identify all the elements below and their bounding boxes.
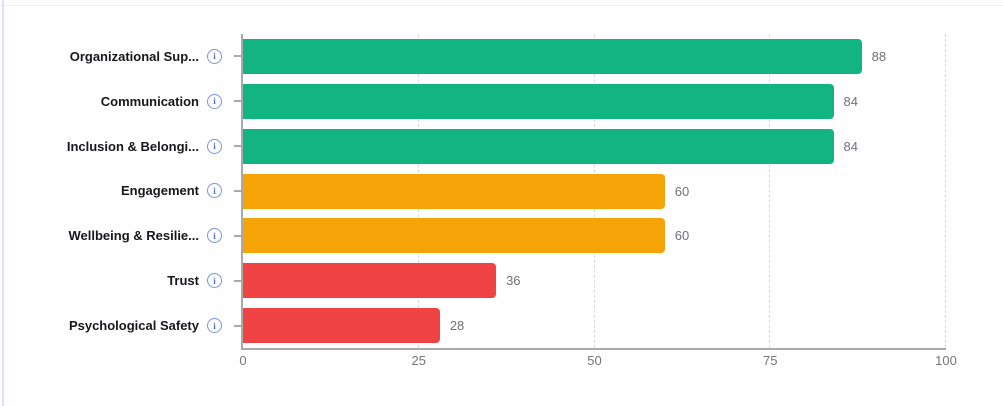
value-label-3: 84 xyxy=(843,138,858,154)
value-label-5: 60 xyxy=(674,228,690,244)
gridline-75 xyxy=(769,34,771,348)
category-row-2: Communication i xyxy=(0,79,222,124)
bar-1[interactable] xyxy=(243,38,862,74)
value-label-1: 88 xyxy=(871,48,887,64)
category-label: Psychological Safety xyxy=(68,318,199,334)
category-tick-7 xyxy=(234,324,241,327)
left-divider xyxy=(2,0,4,406)
category-label: Inclusion & Belongi... xyxy=(66,138,199,154)
bar-7[interactable] xyxy=(243,308,440,344)
category-row-6: Trust i xyxy=(0,258,222,303)
x-tick-label-0: 0 xyxy=(239,353,247,368)
info-icon[interactable]: i xyxy=(207,93,222,109)
x-tick-label-50: 50 xyxy=(587,353,602,368)
bar-5[interactable] xyxy=(243,218,665,254)
top-divider xyxy=(0,5,1003,6)
value-label-2: 84 xyxy=(843,93,858,109)
category-tick-6 xyxy=(234,279,241,282)
info-icon[interactable]: i xyxy=(207,48,222,64)
category-row-3: Inclusion & Belongi... i xyxy=(0,124,222,169)
info-icon[interactable]: i xyxy=(207,228,222,244)
category-tick-5 xyxy=(234,234,241,237)
category-label: Engagement xyxy=(120,183,199,199)
category-row-1: Organizational Sup... i xyxy=(0,34,222,79)
info-icon[interactable]: i xyxy=(207,273,222,289)
bar-4[interactable] xyxy=(243,173,665,209)
category-row-5: Wellbeing & Resilie... i xyxy=(0,213,222,258)
value-label-4: 60 xyxy=(674,183,690,199)
bar-2[interactable] xyxy=(243,83,834,119)
gridline-100 xyxy=(945,34,946,348)
category-tick-4 xyxy=(234,190,241,192)
info-icon[interactable]: i xyxy=(207,318,222,334)
category-tick-2 xyxy=(234,100,241,103)
category-row-7: Psychological Safety i xyxy=(0,303,222,348)
category-label: Communication xyxy=(100,93,199,109)
info-icon[interactable]: i xyxy=(207,138,222,154)
bar-6[interactable] xyxy=(243,263,497,299)
x-tick-label-75: 75 xyxy=(763,353,778,368)
category-label: Trust xyxy=(167,273,199,289)
category-tick-1 xyxy=(234,55,241,58)
category-row-4: Engagement i xyxy=(0,169,222,214)
value-label-7: 28 xyxy=(449,318,465,334)
info-icon[interactable]: i xyxy=(207,183,222,199)
bar-3[interactable] xyxy=(243,128,834,164)
category-label: Wellbeing & Resilie... xyxy=(68,228,199,244)
x-tick-label-100: 100 xyxy=(935,353,957,368)
category-tick-3 xyxy=(234,145,241,148)
plot-area: 88 84 84 60 60 36 28 xyxy=(241,34,946,350)
x-tick-label-25: 25 xyxy=(411,353,426,368)
category-label: Organizational Sup... xyxy=(69,48,199,64)
value-label-6: 36 xyxy=(506,273,521,289)
